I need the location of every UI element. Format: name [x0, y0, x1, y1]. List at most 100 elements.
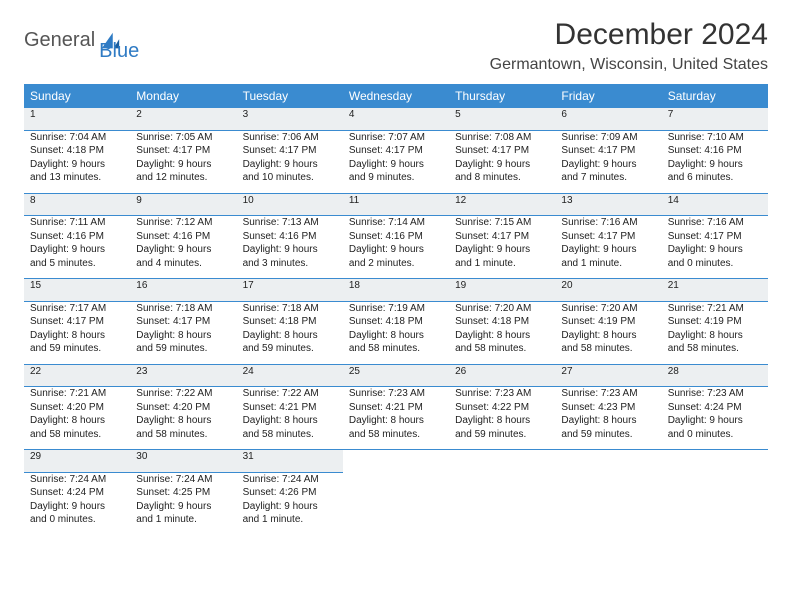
sunset-text: Sunset: 4:17 PM: [136, 315, 230, 329]
day-detail-cell: Sunrise: 7:11 AMSunset: 4:16 PMDaylight:…: [24, 216, 130, 279]
daylight-text: Daylight: 8 hours and 58 minutes.: [349, 329, 443, 356]
sunset-text: Sunset: 4:23 PM: [561, 401, 655, 415]
brand-logo: General Blue: [24, 18, 139, 63]
sunrise-text: Sunrise: 7:10 AM: [668, 131, 762, 145]
weekday-header: Thursday: [449, 84, 555, 108]
day-detail-cell: Sunrise: 7:22 AMSunset: 4:20 PMDaylight:…: [130, 387, 236, 450]
daylight-text: Daylight: 8 hours and 58 minutes.: [349, 414, 443, 441]
day-detail-cell: Sunrise: 7:12 AMSunset: 4:16 PMDaylight:…: [130, 216, 236, 279]
weekday-header: Tuesday: [237, 84, 343, 108]
day-number-cell: 7: [662, 108, 768, 130]
day-detail-cell: Sunrise: 7:21 AMSunset: 4:19 PMDaylight:…: [662, 301, 768, 364]
location: Germantown, Wisconsin, United States: [490, 56, 768, 74]
sunrise-text: Sunrise: 7:06 AM: [243, 131, 337, 145]
daylight-text: Daylight: 8 hours and 58 minutes.: [243, 414, 337, 441]
calendar-table: Sunday Monday Tuesday Wednesday Thursday…: [24, 84, 768, 535]
sunrise-text: Sunrise: 7:12 AM: [136, 216, 230, 230]
day-number-cell: 15: [24, 279, 130, 302]
sunset-text: Sunset: 4:17 PM: [30, 315, 124, 329]
sunset-text: Sunset: 4:25 PM: [136, 486, 230, 500]
day-number-cell: 20: [555, 279, 661, 302]
title-block: December 2024 Germantown, Wisconsin, Uni…: [490, 18, 768, 74]
daylight-text: Daylight: 8 hours and 59 minutes.: [561, 414, 655, 441]
daynum-row: 293031: [24, 450, 768, 473]
day-number-cell: 16: [130, 279, 236, 302]
sunrise-text: Sunrise: 7:23 AM: [349, 387, 443, 401]
daylight-text: Daylight: 9 hours and 0 minutes.: [30, 500, 124, 527]
sunset-text: Sunset: 4:24 PM: [668, 401, 762, 415]
day-number-cell: 4: [343, 108, 449, 130]
daylight-text: Daylight: 9 hours and 9 minutes.: [349, 158, 443, 185]
sunrise-text: Sunrise: 7:20 AM: [455, 302, 549, 316]
day-detail-cell: Sunrise: 7:07 AMSunset: 4:17 PMDaylight:…: [343, 130, 449, 193]
day-number-cell: 21: [662, 279, 768, 302]
sunset-text: Sunset: 4:21 PM: [243, 401, 337, 415]
daylight-text: Daylight: 9 hours and 6 minutes.: [668, 158, 762, 185]
day-detail-cell: Sunrise: 7:18 AMSunset: 4:17 PMDaylight:…: [130, 301, 236, 364]
day-number-cell: 26: [449, 364, 555, 387]
daylight-text: Daylight: 8 hours and 58 minutes.: [668, 329, 762, 356]
weekday-header: Wednesday: [343, 84, 449, 108]
day-number-cell: 18: [343, 279, 449, 302]
daylight-text: Daylight: 8 hours and 59 minutes.: [455, 414, 549, 441]
sunset-text: Sunset: 4:18 PM: [349, 315, 443, 329]
sunset-text: Sunset: 4:18 PM: [30, 144, 124, 158]
day-number-cell: 6: [555, 108, 661, 130]
sunrise-text: Sunrise: 7:08 AM: [455, 131, 549, 145]
sunrise-text: Sunrise: 7:05 AM: [136, 131, 230, 145]
sunrise-text: Sunrise: 7:11 AM: [30, 216, 124, 230]
day-detail-cell: Sunrise: 7:20 AMSunset: 4:18 PMDaylight:…: [449, 301, 555, 364]
day-detail-cell: Sunrise: 7:06 AMSunset: 4:17 PMDaylight:…: [237, 130, 343, 193]
sunset-text: Sunset: 4:17 PM: [136, 144, 230, 158]
daynum-row: 22232425262728: [24, 364, 768, 387]
sunset-text: Sunset: 4:17 PM: [455, 230, 549, 244]
day-number-cell: [449, 450, 555, 473]
daylight-text: Daylight: 8 hours and 58 minutes.: [30, 414, 124, 441]
day-detail-cell: Sunrise: 7:17 AMSunset: 4:17 PMDaylight:…: [24, 301, 130, 364]
day-number-cell: 12: [449, 193, 555, 216]
sunset-text: Sunset: 4:16 PM: [136, 230, 230, 244]
brand-word2: Blue: [99, 40, 139, 63]
day-number-cell: 22: [24, 364, 130, 387]
sunrise-text: Sunrise: 7:17 AM: [30, 302, 124, 316]
day-number-cell: 1: [24, 108, 130, 130]
sunset-text: Sunset: 4:19 PM: [561, 315, 655, 329]
daynum-row: 15161718192021: [24, 279, 768, 302]
sunset-text: Sunset: 4:17 PM: [349, 144, 443, 158]
daylight-text: Daylight: 9 hours and 2 minutes.: [349, 243, 443, 270]
sunrise-text: Sunrise: 7:20 AM: [561, 302, 655, 316]
sunset-text: Sunset: 4:17 PM: [668, 230, 762, 244]
day-detail-cell: Sunrise: 7:24 AMSunset: 4:24 PMDaylight:…: [24, 472, 130, 535]
detail-row: Sunrise: 7:21 AMSunset: 4:20 PMDaylight:…: [24, 387, 768, 450]
sunset-text: Sunset: 4:17 PM: [561, 230, 655, 244]
day-detail-cell: Sunrise: 7:14 AMSunset: 4:16 PMDaylight:…: [343, 216, 449, 279]
weekday-header: Sunday: [24, 84, 130, 108]
sunrise-text: Sunrise: 7:14 AM: [349, 216, 443, 230]
daylight-text: Daylight: 9 hours and 5 minutes.: [30, 243, 124, 270]
sunrise-text: Sunrise: 7:24 AM: [136, 473, 230, 487]
day-number-cell: 10: [237, 193, 343, 216]
sunset-text: Sunset: 4:24 PM: [30, 486, 124, 500]
sunset-text: Sunset: 4:26 PM: [243, 486, 337, 500]
day-detail-cell: Sunrise: 7:04 AMSunset: 4:18 PMDaylight:…: [24, 130, 130, 193]
sunrise-text: Sunrise: 7:23 AM: [455, 387, 549, 401]
daylight-text: Daylight: 8 hours and 58 minutes.: [561, 329, 655, 356]
daylight-text: Daylight: 8 hours and 59 minutes.: [136, 329, 230, 356]
daylight-text: Daylight: 9 hours and 1 minute.: [243, 500, 337, 527]
daylight-text: Daylight: 9 hours and 1 minute.: [136, 500, 230, 527]
daylight-text: Daylight: 9 hours and 4 minutes.: [136, 243, 230, 270]
sunrise-text: Sunrise: 7:18 AM: [136, 302, 230, 316]
day-detail-cell: Sunrise: 7:24 AMSunset: 4:26 PMDaylight:…: [237, 472, 343, 535]
day-detail-cell: Sunrise: 7:13 AMSunset: 4:16 PMDaylight:…: [237, 216, 343, 279]
sunset-text: Sunset: 4:20 PM: [136, 401, 230, 415]
detail-row: Sunrise: 7:17 AMSunset: 4:17 PMDaylight:…: [24, 301, 768, 364]
daylight-text: Daylight: 9 hours and 0 minutes.: [668, 243, 762, 270]
daylight-text: Daylight: 9 hours and 12 minutes.: [136, 158, 230, 185]
day-detail-cell: Sunrise: 7:19 AMSunset: 4:18 PMDaylight:…: [343, 301, 449, 364]
day-number-cell: 13: [555, 193, 661, 216]
daynum-row: 1234567: [24, 108, 768, 130]
day-detail-cell: Sunrise: 7:08 AMSunset: 4:17 PMDaylight:…: [449, 130, 555, 193]
day-number-cell: 29: [24, 450, 130, 473]
day-number-cell: 8: [24, 193, 130, 216]
sunrise-text: Sunrise: 7:21 AM: [668, 302, 762, 316]
